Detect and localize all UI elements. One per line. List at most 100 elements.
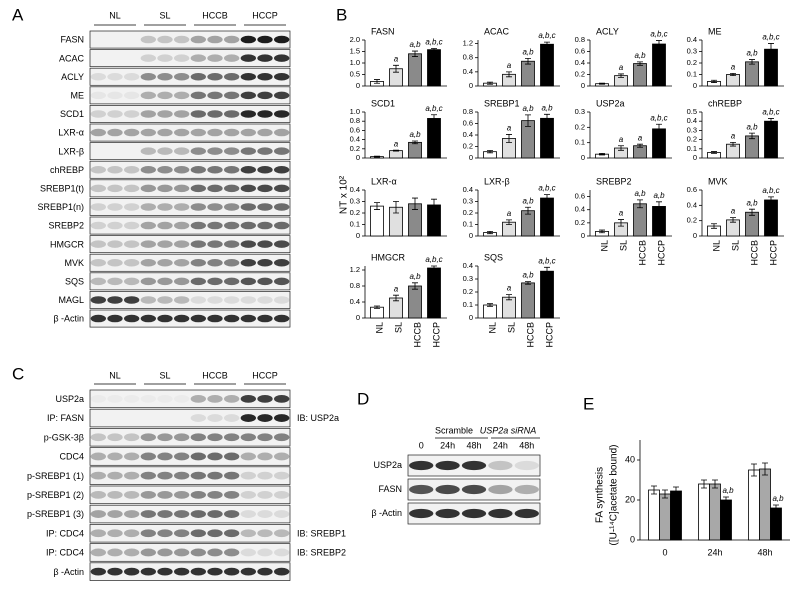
band <box>207 490 223 499</box>
band <box>140 184 156 193</box>
band <box>224 510 240 518</box>
annotation: a,b,c <box>762 186 779 195</box>
error-bar <box>749 208 755 216</box>
band <box>124 277 140 286</box>
band <box>240 91 256 100</box>
group-label: Scramble <box>435 425 473 435</box>
y-tick-label: 20 <box>625 494 635 504</box>
row-label: CDC4 <box>59 452 84 462</box>
band <box>174 240 190 248</box>
band <box>274 72 290 81</box>
band <box>107 110 123 118</box>
band <box>90 91 107 100</box>
annotation: a <box>731 131 736 140</box>
error-bar <box>711 79 717 83</box>
band <box>124 110 140 118</box>
error-bar <box>768 43 774 56</box>
annotation: a <box>619 209 624 218</box>
blot-box <box>89 49 291 68</box>
band <box>435 484 460 495</box>
blot-box <box>89 142 291 161</box>
bar <box>745 61 759 87</box>
band <box>207 548 223 557</box>
band <box>190 91 206 100</box>
y-tick-label: 0.1 <box>463 300 473 309</box>
band <box>274 414 290 422</box>
error-bar <box>773 504 779 512</box>
group-label: USP2a siRNA <box>480 425 537 435</box>
x-tick-label: NL <box>711 240 721 252</box>
y-tick-label: 0.4 <box>463 261 473 270</box>
band <box>240 72 256 81</box>
band <box>140 110 156 118</box>
band <box>224 490 240 499</box>
band <box>107 128 123 137</box>
band <box>224 54 240 62</box>
row-label: USP2a <box>373 460 402 470</box>
annotation: a,b,c <box>650 30 667 39</box>
error-bar <box>393 201 399 214</box>
x-tick-label: NL <box>599 240 609 252</box>
band <box>140 258 156 267</box>
blot-box <box>89 123 291 142</box>
y-tick-label: 0 <box>693 231 697 240</box>
band <box>107 296 123 304</box>
annotation: a <box>507 61 512 70</box>
chart-title: MVK <box>708 176 728 186</box>
bar <box>633 63 647 87</box>
y-tick-label: 0.2 <box>687 216 697 225</box>
band <box>257 452 273 461</box>
row-label: β -Actin <box>371 508 402 518</box>
band <box>207 394 223 403</box>
band <box>240 240 256 248</box>
row-label: chREBP <box>50 165 84 175</box>
error-bar <box>599 82 605 85</box>
blot-box <box>89 216 291 235</box>
y-axis-label: ([U-¹⁴C]acetate bound) <box>609 444 620 545</box>
band <box>190 54 206 62</box>
band <box>207 471 223 480</box>
band <box>224 258 240 267</box>
band <box>190 548 206 557</box>
annotation: a,b <box>746 122 758 131</box>
x-tick-label: HCCB <box>412 322 422 348</box>
blot-box <box>89 179 291 198</box>
band <box>124 296 140 304</box>
y-tick-label: 0.4 <box>687 35 697 44</box>
row-label: ACLY <box>61 72 84 82</box>
row-label: HMGCR <box>50 239 84 249</box>
band <box>157 240 173 248</box>
band <box>140 147 156 155</box>
blot-box <box>89 428 291 447</box>
band <box>174 395 189 403</box>
y-tick-label: 0.2 <box>350 144 360 153</box>
annotation: a,b,c <box>650 113 667 122</box>
error-bar <box>749 59 755 65</box>
bar <box>770 507 782 541</box>
error-bar <box>544 113 550 123</box>
y-tick-label: 0 <box>469 231 473 240</box>
band <box>274 394 290 403</box>
band <box>207 452 223 461</box>
y-tick-label: 0 <box>469 153 473 162</box>
band <box>274 147 290 155</box>
bar <box>521 282 535 319</box>
band <box>257 258 273 267</box>
y-tick-label: 0.2 <box>463 141 473 150</box>
error-bar <box>618 219 624 227</box>
band <box>224 277 240 286</box>
y-axis-label: FA synthesis <box>595 467 606 523</box>
error-bar <box>637 61 643 66</box>
row-label: MVK <box>64 258 84 268</box>
band <box>174 165 190 174</box>
error-bar <box>487 150 493 154</box>
band <box>240 54 256 62</box>
lane-label: 24h <box>493 440 508 450</box>
error-bar <box>656 123 662 134</box>
band <box>274 184 290 193</box>
band <box>140 203 156 211</box>
band <box>207 433 223 442</box>
row-label: FASN <box>60 35 84 45</box>
error-bar <box>651 485 657 495</box>
annotation: a,b <box>522 196 534 205</box>
